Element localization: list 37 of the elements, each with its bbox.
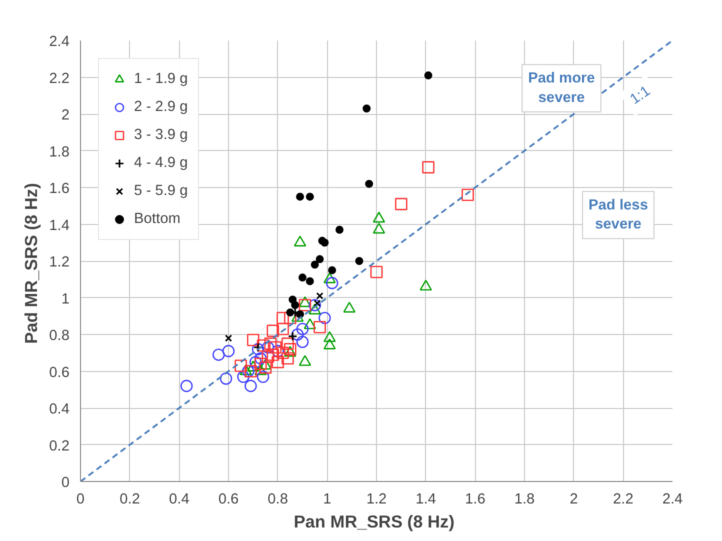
legend-label: 1 - 1.9 g (134, 71, 188, 87)
y-tick-label: 1 (61, 291, 70, 308)
y-tick-label: 1.6 (49, 181, 70, 197)
x-tick-label: 0.2 (120, 492, 140, 508)
x-tick-label: 0 (76, 492, 85, 508)
x-tick-label: 1.4 (416, 492, 436, 508)
annotation: Pad more severe (528, 70, 595, 106)
x-tick-label: 2.4 (662, 492, 683, 508)
annotation: Pad less severe (588, 197, 648, 233)
x-tick-label: 1.2 (366, 492, 387, 508)
annotation: 1:1 (628, 83, 654, 108)
x-tick-label: 2 (570, 492, 578, 508)
y-tick-label: 1.8 (49, 144, 70, 160)
x-tick-label: 0.4 (168, 492, 190, 508)
legend-label: 2 - 2.9 g (134, 99, 188, 115)
y-axis-title: Pad MR_SRS (8 Hz) (21, 183, 42, 344)
legend-label: 4 - 4.9 g (134, 155, 188, 171)
y-tick-label: 2.4 (49, 34, 70, 50)
y-tick-label: 1.4 (49, 218, 70, 234)
y-tick-label: 2.2 (49, 70, 70, 87)
y-tick-label: 1.2 (49, 254, 70, 270)
x-tick-label: 0.8 (268, 492, 288, 508)
y-tick-label: 0 (61, 475, 70, 491)
y-tick-label: 0.4 (49, 402, 70, 418)
y-tick-label: 0.8 (49, 328, 70, 344)
x-tick-label: 1.8 (514, 492, 535, 508)
x-tick-label: 0.6 (218, 492, 239, 508)
x-tick-label: 1 (323, 492, 332, 508)
y-tick-label: 0.2 (49, 438, 70, 454)
x-tick-label: 1.6 (464, 492, 486, 508)
legend-label: 3 - 3.9 g (134, 127, 188, 143)
y-tick-label: 2 (61, 108, 70, 124)
x-tick-label: 2.2 (612, 492, 634, 508)
legend-label: Bottom (134, 211, 180, 227)
y-tick-label: 0.6 (49, 364, 70, 381)
legend-label: 5 - 5.9 g (134, 183, 188, 199)
x-axis-title: Pan MR_SRS (8 Hz) (294, 512, 454, 532)
